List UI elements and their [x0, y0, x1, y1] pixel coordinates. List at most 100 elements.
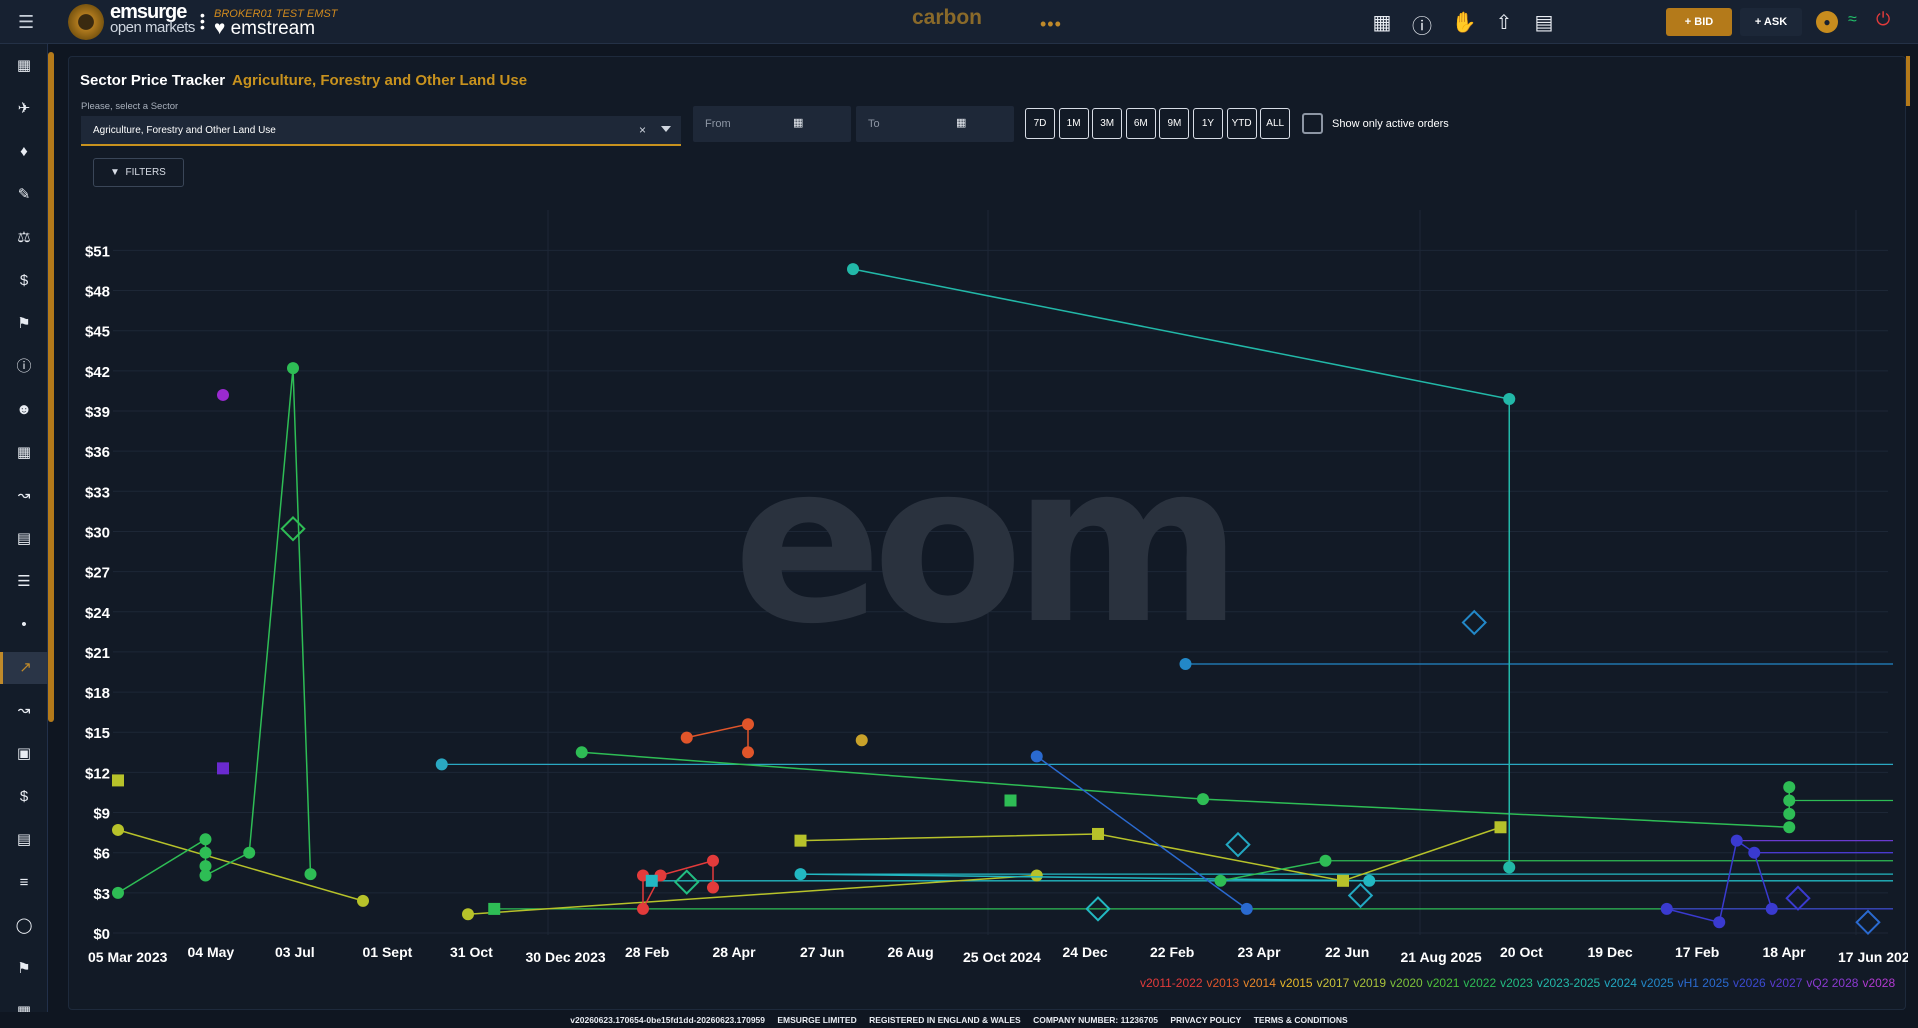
legend-item[interactable]: v2023-2025	[1536, 976, 1601, 990]
range-button-9m[interactable]: 9M	[1159, 108, 1190, 139]
tag-icon[interactable]: ⚑	[17, 315, 31, 332]
bar-chart-icon[interactable]: ▤	[16, 831, 32, 848]
translate-icon[interactable]: ≡	[19, 874, 29, 891]
range-button-ytd[interactable]: YTD	[1226, 108, 1257, 139]
x-tick-label: 28 Apr	[713, 944, 757, 960]
legend-item[interactable]: v2019	[1353, 976, 1387, 990]
y-tick-label: $0	[93, 926, 110, 943]
add-order-icon[interactable]: ▦	[1372, 12, 1392, 34]
ask-button[interactable]: + ASK	[1740, 8, 1802, 36]
data-point	[1240, 902, 1253, 915]
data-point	[462, 908, 474, 921]
info-icon[interactable]: ⓘ	[16, 358, 32, 375]
data-point	[1363, 874, 1376, 887]
legend-item[interactable]: v2028	[1862, 976, 1896, 990]
page-scrollbar[interactable]	[1906, 56, 1910, 106]
x-tick-label: 17 Jun 2026	[1838, 949, 1908, 965]
calendar-icon[interactable]: ▦	[956, 117, 967, 129]
clear-icon[interactable]: ×	[639, 123, 647, 137]
people-icon[interactable]: ☻	[16, 401, 32, 418]
note-add-icon[interactable]: ✎	[17, 186, 31, 203]
legend-item[interactable]: v2027	[1769, 976, 1803, 990]
y-tick-label: $33	[85, 484, 110, 501]
legend-item[interactable]: v2021	[1426, 976, 1460, 990]
footer: v20260623.170654-0be15fd1dd-20260623.170…	[0, 1012, 1918, 1028]
dollar-icon[interactable]: $	[19, 788, 29, 805]
data-point	[1030, 750, 1043, 763]
bubble-chart-icon[interactable]: •	[21, 616, 27, 633]
legend-item[interactable]: v2011-2022	[1140, 976, 1203, 990]
sector-value: Agriculture, Forestry and Other Land Use	[93, 125, 276, 136]
data-point	[794, 834, 807, 847]
range-button-3m[interactable]: 3M	[1092, 108, 1123, 139]
data-point	[1730, 834, 1743, 847]
list-add-icon[interactable]: ▤	[1534, 12, 1554, 34]
legend-item[interactable]: v2022	[1463, 976, 1497, 990]
balance-icon[interactable]: ⚖	[17, 229, 31, 246]
handshake-icon[interactable]: ✋	[1451, 12, 1477, 34]
data-point	[645, 874, 658, 887]
range-button-1y[interactable]: 1Y	[1193, 108, 1223, 139]
filters-button[interactable]: ▼ FILTERS	[93, 158, 184, 187]
legend-item[interactable]: v2013	[1206, 976, 1240, 990]
active-orders-checkbox[interactable]	[1302, 113, 1323, 134]
legend-item[interactable]: v2023	[1500, 976, 1533, 990]
legend-item[interactable]: v2025	[1640, 976, 1674, 990]
range-button-6m[interactable]: 6M	[1125, 108, 1156, 139]
legend-item[interactable]: v2020	[1390, 976, 1423, 990]
y-tick-label: $12	[85, 765, 110, 782]
x-tick-label: 05 Mar 2023	[88, 949, 168, 965]
trending-icon[interactable]: ↝	[17, 702, 31, 719]
page-title: Sector Price Tracker	[80, 72, 226, 89]
terms-link[interactable]: TERMS & CONDITIONS	[1253, 1015, 1348, 1025]
legend-item[interactable]: v2014	[1243, 976, 1276, 990]
dashboard-icon[interactable]: ▦	[16, 57, 32, 74]
legend-item[interactable]: v2024	[1604, 976, 1637, 990]
legend-item[interactable]: vH1 2025	[1677, 976, 1729, 990]
article-icon[interactable]: ▤	[16, 530, 32, 547]
legend-item[interactable]: vQ2 2028	[1806, 976, 1859, 990]
more-icon[interactable]: •••	[1040, 14, 1062, 34]
data-point	[243, 846, 256, 859]
info-icon[interactable]: ⓘ	[1412, 16, 1432, 38]
from-date-field[interactable]: From ▦	[693, 106, 851, 142]
market-title[interactable]: carbon	[912, 6, 983, 29]
menu-icon[interactable]: ☰	[18, 12, 35, 32]
table-icon[interactable]: ▦	[16, 444, 32, 461]
data-point	[112, 823, 124, 836]
data-point	[199, 833, 212, 846]
flight-icon[interactable]: ✈	[17, 100, 31, 117]
trade-marker	[1461, 609, 1487, 636]
briefcase-icon[interactable]: ▣	[16, 745, 32, 762]
watermark: eom	[733, 416, 1233, 672]
upload-icon[interactable]: ⇧	[1495, 12, 1513, 34]
series-line	[117, 829, 364, 902]
flag-icon[interactable]: ⚑	[17, 960, 31, 977]
power-icon[interactable]: ⏻	[1876, 9, 1891, 29]
range-button-all[interactable]: ALL	[1260, 108, 1291, 139]
range-button-1m[interactable]: 1M	[1058, 108, 1089, 139]
globe-icon[interactable]: ◯	[15, 917, 33, 934]
currency-exchange-icon[interactable]: $	[19, 272, 29, 289]
chevron-down-icon[interactable]	[661, 126, 671, 132]
user-avatar[interactable]: ●	[1816, 11, 1838, 33]
calendar-icon[interactable]: ▦	[793, 117, 804, 129]
list-icon[interactable]: ☰	[17, 573, 31, 590]
to-date-field[interactable]: To ▦	[856, 106, 1014, 142]
legend-item[interactable]: v2017	[1316, 976, 1350, 990]
analytics-icon[interactable]: ↝	[17, 487, 31, 504]
sidebar-scrollbar[interactable]	[48, 52, 54, 722]
data-point	[707, 854, 719, 867]
bid-button[interactable]: + BID	[1666, 8, 1732, 36]
trade-marker	[1085, 896, 1111, 922]
legend-item[interactable]: v2026	[1733, 976, 1766, 990]
sector-select[interactable]: Agriculture, Forestry and Other Land Use…	[81, 116, 681, 146]
range-button-7d[interactable]: 7D	[1025, 108, 1055, 139]
legend-item[interactable]: v2015	[1279, 976, 1313, 990]
trade-marker	[1225, 831, 1251, 858]
privacy-link[interactable]: PRIVACY POLICY	[1170, 1015, 1242, 1025]
price-tracker-icon[interactable]: ↗	[0, 652, 48, 684]
handshake-icon[interactable]: ♦	[20, 143, 28, 160]
vertical-dots-icon[interactable]: • • •	[200, 7, 205, 35]
data-point	[1197, 793, 1209, 806]
